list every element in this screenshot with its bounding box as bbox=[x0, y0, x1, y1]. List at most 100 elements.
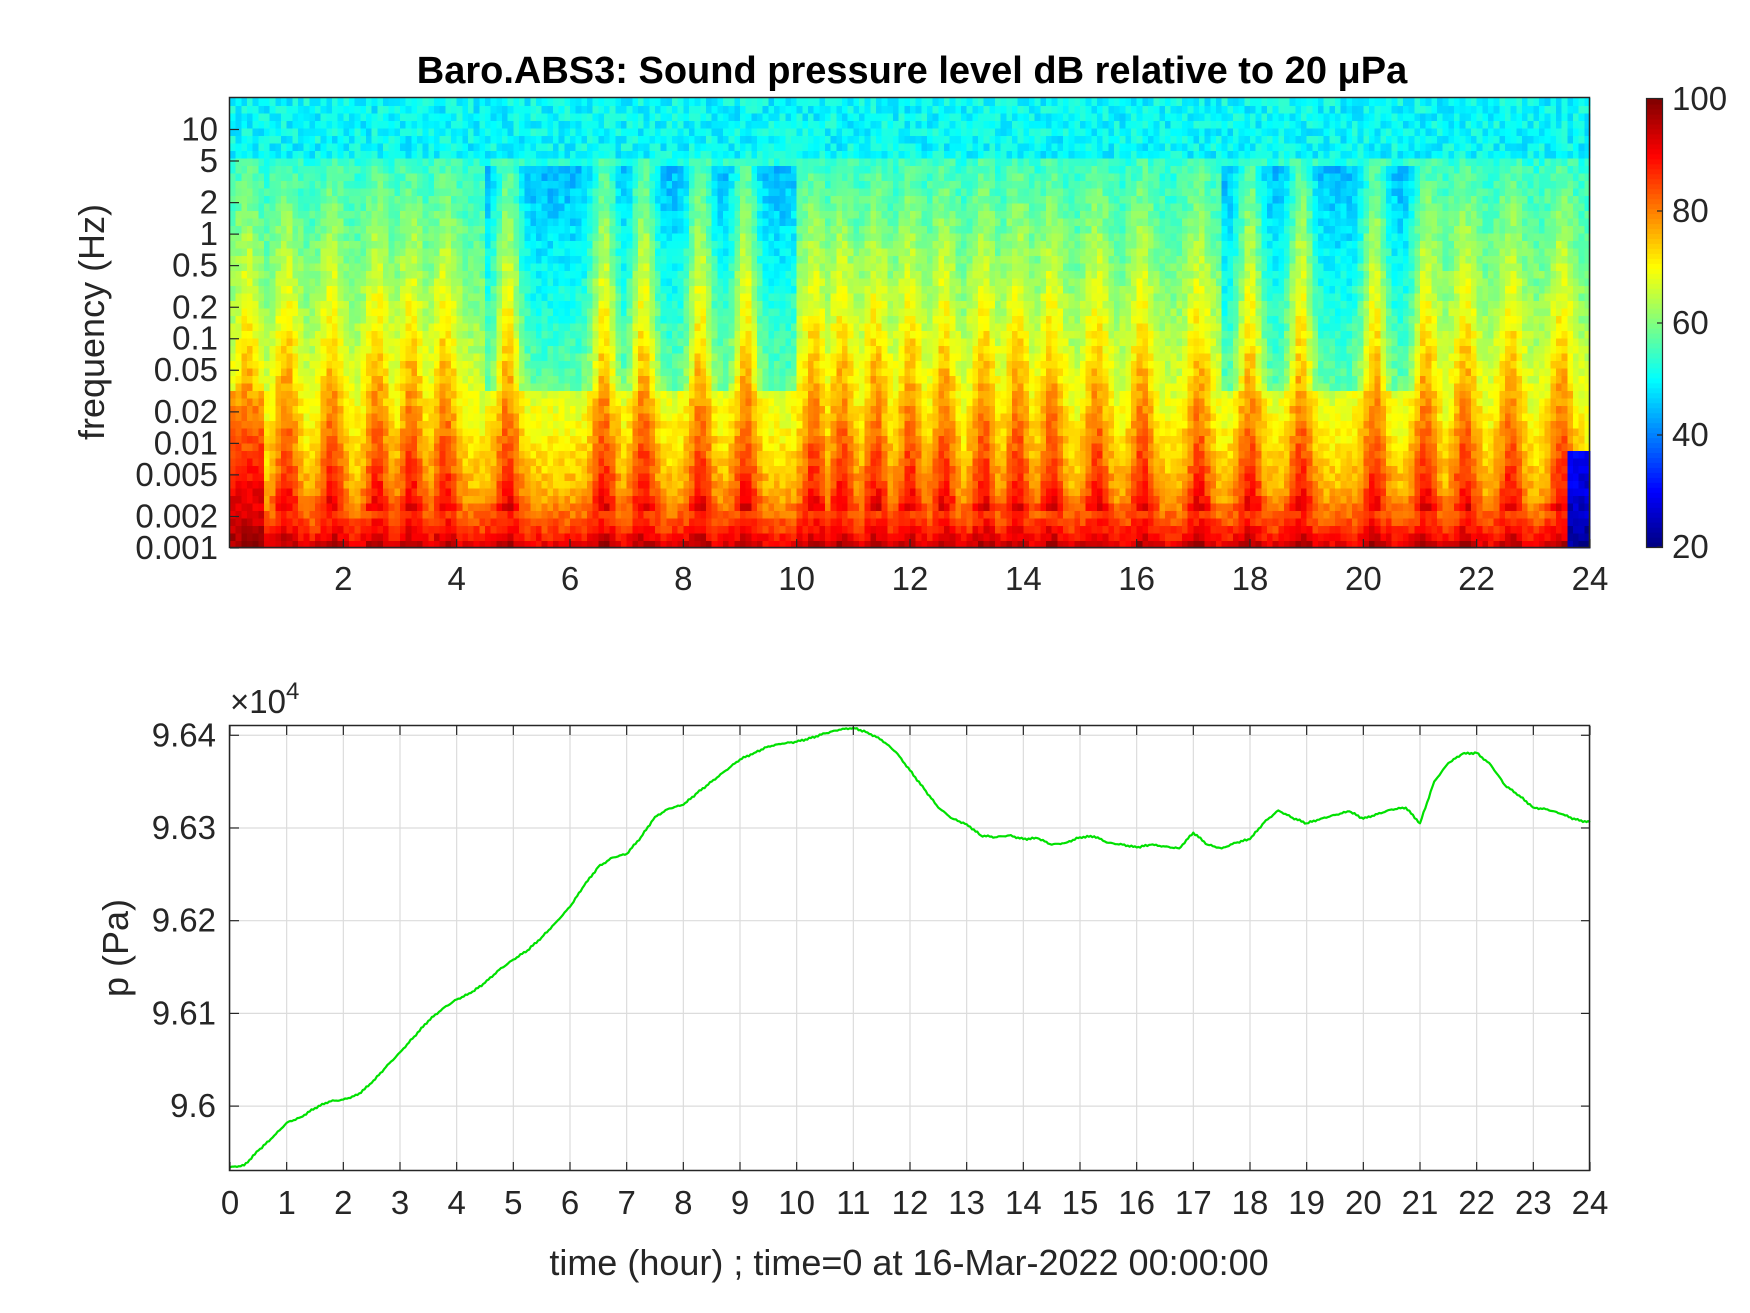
spectrogram-cell bbox=[649, 113, 656, 122]
spectrogram-cell bbox=[632, 165, 639, 174]
spectrogram-cell bbox=[643, 270, 650, 279]
spectrogram-cell bbox=[677, 180, 684, 189]
spectrogram-cell bbox=[558, 225, 565, 234]
spectrogram-cell bbox=[388, 398, 395, 407]
spectrogram-cell bbox=[371, 428, 378, 437]
spectrogram-cell bbox=[632, 510, 639, 519]
spectrogram-cell bbox=[264, 518, 271, 527]
spectrogram-cell bbox=[235, 338, 242, 347]
spectrogram-cell bbox=[400, 390, 407, 399]
spectrogram-cell bbox=[490, 345, 497, 354]
spectrogram-cell bbox=[558, 120, 565, 129]
spectrogram-cell bbox=[230, 270, 237, 279]
spectrogram-cell bbox=[388, 165, 395, 174]
spectrogram-cell bbox=[286, 480, 293, 489]
spectrogram-cell bbox=[320, 330, 327, 339]
spectrogram-cell bbox=[326, 435, 333, 444]
spectrogram-cell bbox=[337, 225, 344, 234]
spectrogram-cell bbox=[417, 248, 424, 257]
spectrogram-cell bbox=[473, 345, 480, 354]
spectrogram-cell bbox=[473, 158, 480, 167]
spectrogram-cell bbox=[298, 368, 305, 377]
spectrogram-cell bbox=[621, 405, 628, 414]
spectrogram-cell bbox=[388, 143, 395, 152]
spectrogram-cell bbox=[638, 473, 645, 482]
spectrogram-cell bbox=[377, 428, 384, 437]
spectrogram-cell bbox=[575, 308, 582, 317]
spectrogram-cell bbox=[490, 473, 497, 482]
spectrogram-cell bbox=[309, 300, 316, 309]
spectrogram-cell bbox=[298, 143, 305, 152]
spectrogram-cell bbox=[269, 248, 276, 257]
spectrogram-cell bbox=[621, 278, 628, 287]
spectrogram-cell bbox=[439, 435, 446, 444]
spectrogram-cell bbox=[615, 368, 622, 377]
spectrogram-cell bbox=[666, 540, 673, 549]
spectrogram-cell bbox=[536, 180, 543, 189]
spectrogram-cell bbox=[286, 270, 293, 279]
spectrogram-cell bbox=[490, 105, 497, 114]
spectrogram-cell bbox=[655, 398, 662, 407]
spectrogram-cell bbox=[252, 248, 259, 257]
spectrogram-cell bbox=[366, 540, 373, 549]
spectrogram-cell bbox=[490, 405, 497, 414]
spectrogram-cell bbox=[587, 383, 594, 392]
spectrogram-cell bbox=[343, 158, 350, 167]
spectrogram-cell bbox=[507, 390, 514, 399]
spectrogram-cell bbox=[247, 128, 254, 137]
spectrogram-cell bbox=[377, 293, 384, 302]
spectrogram-cell bbox=[281, 428, 288, 437]
spectrogram-cell bbox=[281, 270, 288, 279]
spectrogram-cell bbox=[672, 248, 679, 257]
spectrogram-cell bbox=[502, 540, 509, 549]
spectrogram-cell bbox=[337, 428, 344, 437]
spectrogram-cell bbox=[496, 360, 503, 369]
spectrogram-cell bbox=[513, 473, 520, 482]
spectrogram-cell bbox=[445, 518, 452, 527]
spectrogram-cell bbox=[349, 533, 356, 542]
spectrogram-cell bbox=[694, 510, 701, 519]
spectrogram-cell bbox=[468, 488, 475, 497]
spectrogram-cell bbox=[332, 405, 339, 414]
spectrogram-cell bbox=[587, 465, 594, 474]
spectrogram-cell bbox=[332, 180, 339, 189]
spectrogram-cell bbox=[666, 270, 673, 279]
spectrogram-cell bbox=[411, 330, 418, 339]
spectrogram-cell bbox=[496, 188, 503, 197]
spectrogram-cell bbox=[258, 173, 265, 182]
spectrogram-cell bbox=[366, 360, 373, 369]
spectrogram-cell bbox=[558, 353, 565, 362]
spectrogram-cell bbox=[286, 293, 293, 302]
spectrogram-cell bbox=[536, 398, 543, 407]
spectrogram-cell bbox=[309, 113, 316, 122]
spectrogram-cell bbox=[292, 135, 299, 144]
spectrogram-cell bbox=[694, 135, 701, 144]
spectrogram-cell bbox=[241, 458, 248, 467]
spectrogram-cell bbox=[411, 398, 418, 407]
spectrogram-cell bbox=[434, 233, 441, 242]
spectrogram-cell bbox=[349, 135, 356, 144]
spectrogram-cell bbox=[411, 188, 418, 197]
spectrogram-cell bbox=[473, 465, 480, 474]
spectrogram-cell bbox=[258, 360, 265, 369]
spectrogram-cell bbox=[445, 345, 452, 354]
spectrogram-cell bbox=[264, 263, 271, 272]
spectrogram-cell bbox=[592, 360, 599, 369]
spectrogram-cell bbox=[564, 518, 571, 527]
spectrogram-cell bbox=[354, 278, 361, 287]
spectrogram-cell bbox=[689, 428, 696, 437]
spectrogram-cell bbox=[422, 428, 429, 437]
spectrogram-cell bbox=[621, 540, 628, 549]
spectrogram-cell bbox=[326, 180, 333, 189]
spectrogram-cell bbox=[592, 383, 599, 392]
spectrogram-cell bbox=[394, 345, 401, 354]
spectrogram-cell bbox=[592, 480, 599, 489]
spectrogram-cell bbox=[683, 503, 690, 512]
spectrogram-cell bbox=[383, 255, 390, 264]
spectrogram-cell bbox=[326, 293, 333, 302]
spectrogram-cell bbox=[281, 345, 288, 354]
spectrogram-cell bbox=[677, 248, 684, 257]
spectrogram-cell bbox=[564, 420, 571, 429]
spectrogram-cell bbox=[258, 203, 265, 212]
spectrogram-cell bbox=[496, 128, 503, 137]
